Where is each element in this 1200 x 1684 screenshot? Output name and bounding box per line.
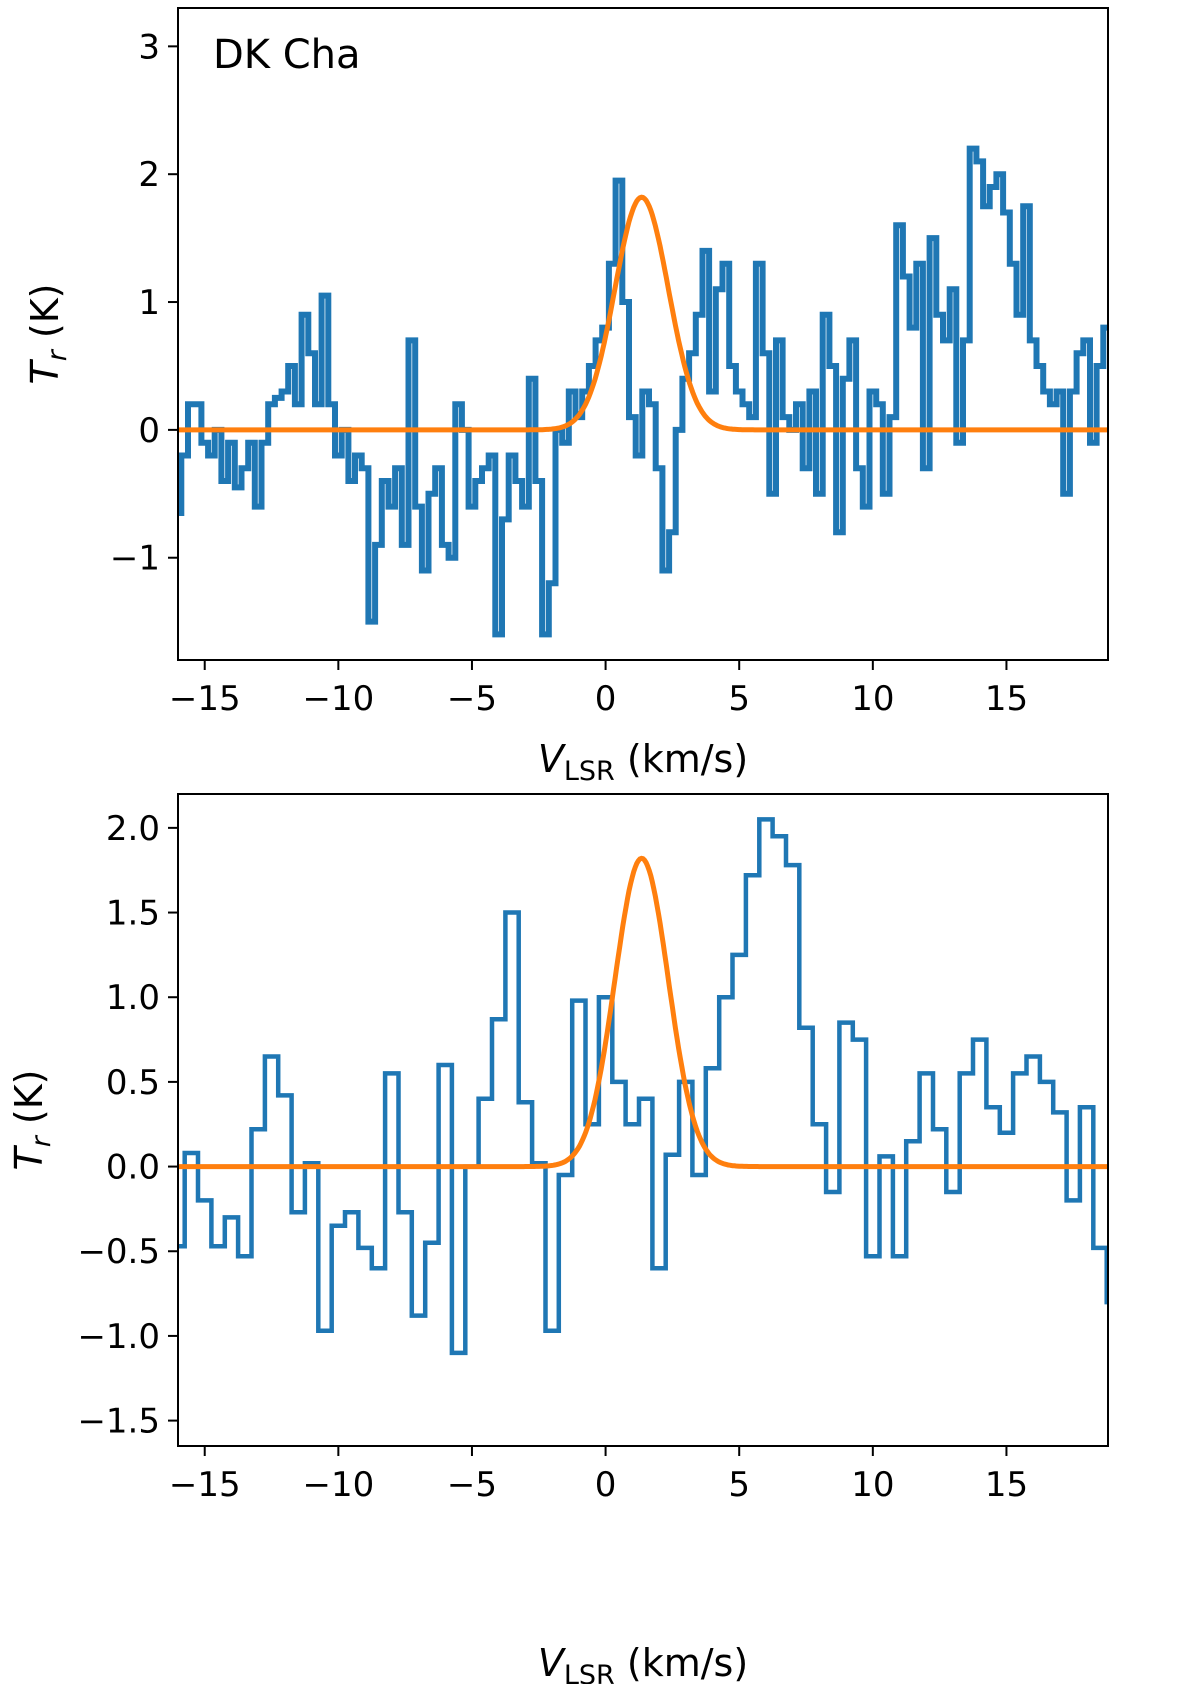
y-tick-label: 2.0	[106, 809, 160, 849]
x-axis-label-unit: (km/s)	[615, 1641, 748, 1684]
x-tick-label: 5	[728, 679, 750, 719]
x-tick-label: −15	[169, 1465, 241, 1505]
spectrum-layer	[178, 817, 1108, 1356]
x-tick-label: −10	[302, 1465, 374, 1505]
x-tick-label: 0	[595, 679, 617, 719]
y-tick-label: −1	[110, 539, 160, 579]
y-tick-label: 0.5	[106, 1063, 160, 1103]
bottom-panel: −15 −10 −5 0 5 10 15 −1.5 −1.0 −0.5 0.0 0.5 1.0 1.5 2…	[7, 793, 1109, 1684]
x-tick-label: 5	[728, 1465, 750, 1505]
x-ticks: −15 −10 −5 0 5 10 15	[169, 1446, 1028, 1505]
y-tick-label: −1.5	[77, 1402, 160, 1442]
y-axis-label-unit: (K)	[23, 284, 67, 351]
x-tick-label: −5	[447, 1465, 497, 1505]
y-axis-label: Tr (K)	[7, 1070, 57, 1171]
x-tick-label: −15	[169, 679, 241, 719]
y-tick-label: 3	[138, 27, 160, 67]
fit-layer	[178, 855, 1108, 1170]
x-axis-label-unit: (km/s)	[615, 737, 748, 781]
y-tick-label: 1.5	[106, 894, 160, 934]
x-tick-label: −5	[447, 679, 497, 719]
x-tick-label: 10	[851, 679, 894, 719]
y-tick-label: 1	[138, 283, 160, 323]
fit-layer	[178, 194, 1108, 433]
plot-frame	[177, 793, 1109, 1447]
x-axis-label-sub: LSR	[564, 1660, 615, 1684]
gaussian-fit-line	[178, 855, 1108, 1170]
y-ticks: −1 0 1 2 3	[110, 27, 178, 579]
plot-frame	[177, 7, 1109, 661]
x-tick-label: 15	[985, 1465, 1028, 1505]
x-axis-label-sub: LSR	[564, 756, 615, 787]
x-tick-label: 0	[595, 1465, 617, 1505]
x-tick-label: 15	[985, 679, 1028, 719]
x-tick-label: 10	[851, 1465, 894, 1505]
y-tick-label: 0.0	[106, 1148, 160, 1188]
x-axis-label: VLSR (km/s)	[538, 737, 748, 787]
spectrum-line	[178, 145, 1108, 638]
y-axis-label-sub: r	[26, 1134, 57, 1147]
y-axis-label-main: T	[23, 358, 67, 384]
x-axis-label: VLSR (km/s)	[538, 1641, 748, 1684]
y-axis-label-main: T	[7, 1144, 51, 1170]
y-tick-label: −0.5	[77, 1232, 160, 1272]
x-tick-label: −10	[302, 679, 374, 719]
y-axis-label-sub: r	[42, 348, 73, 361]
y-tick-label: 0	[138, 411, 160, 451]
y-axis-label-unit: (K)	[7, 1070, 51, 1137]
y-tick-label: −1.0	[77, 1317, 160, 1357]
x-axis-label-main: V	[538, 1641, 567, 1684]
y-tick-label: 1.0	[106, 978, 160, 1018]
y-ticks: −1.5 −1.0 −0.5 0.0 0.5 1.0 1.5 2.0	[77, 809, 178, 1442]
x-ticks: −15 −10 −5 0 5 10 15	[169, 660, 1028, 719]
x-axis-label-main: V	[538, 737, 567, 781]
gaussian-fit-line	[178, 194, 1108, 433]
spectrum-layer	[178, 145, 1108, 638]
spectrum-line	[178, 817, 1108, 1356]
y-axis-label: Tr (K)	[23, 284, 73, 385]
y-tick-label: 2	[138, 155, 160, 195]
annotation-label: DK Cha	[213, 32, 361, 78]
